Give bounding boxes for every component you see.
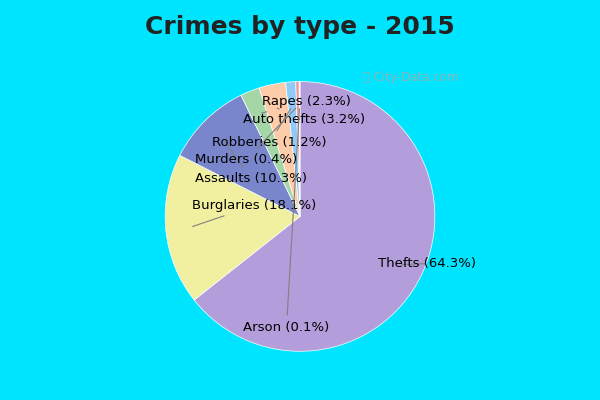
Wedge shape (259, 82, 300, 216)
Title: Crimes by type - 2015: Crimes by type - 2015 (145, 15, 455, 39)
Wedge shape (194, 82, 435, 351)
Text: Burglaries (18.1%): Burglaries (18.1%) (192, 199, 316, 226)
Text: Robberies (1.2%): Robberies (1.2%) (212, 108, 327, 149)
Text: Assaults (10.3%): Assaults (10.3%) (195, 140, 307, 185)
Wedge shape (241, 88, 300, 216)
Wedge shape (165, 155, 300, 300)
Wedge shape (296, 82, 300, 216)
Text: Arson (0.1%): Arson (0.1%) (244, 109, 329, 334)
Text: Thefts (64.3%): Thefts (64.3%) (378, 257, 476, 270)
Text: Rapes (2.3%): Rapes (2.3%) (262, 95, 351, 113)
Wedge shape (180, 95, 300, 216)
Wedge shape (299, 82, 300, 216)
Text: Murders (0.4%): Murders (0.4%) (195, 108, 297, 166)
Wedge shape (286, 82, 300, 216)
Text: ⓘ City-Data.com: ⓘ City-Data.com (363, 72, 458, 84)
Text: Auto thefts (3.2%): Auto thefts (3.2%) (244, 108, 365, 126)
